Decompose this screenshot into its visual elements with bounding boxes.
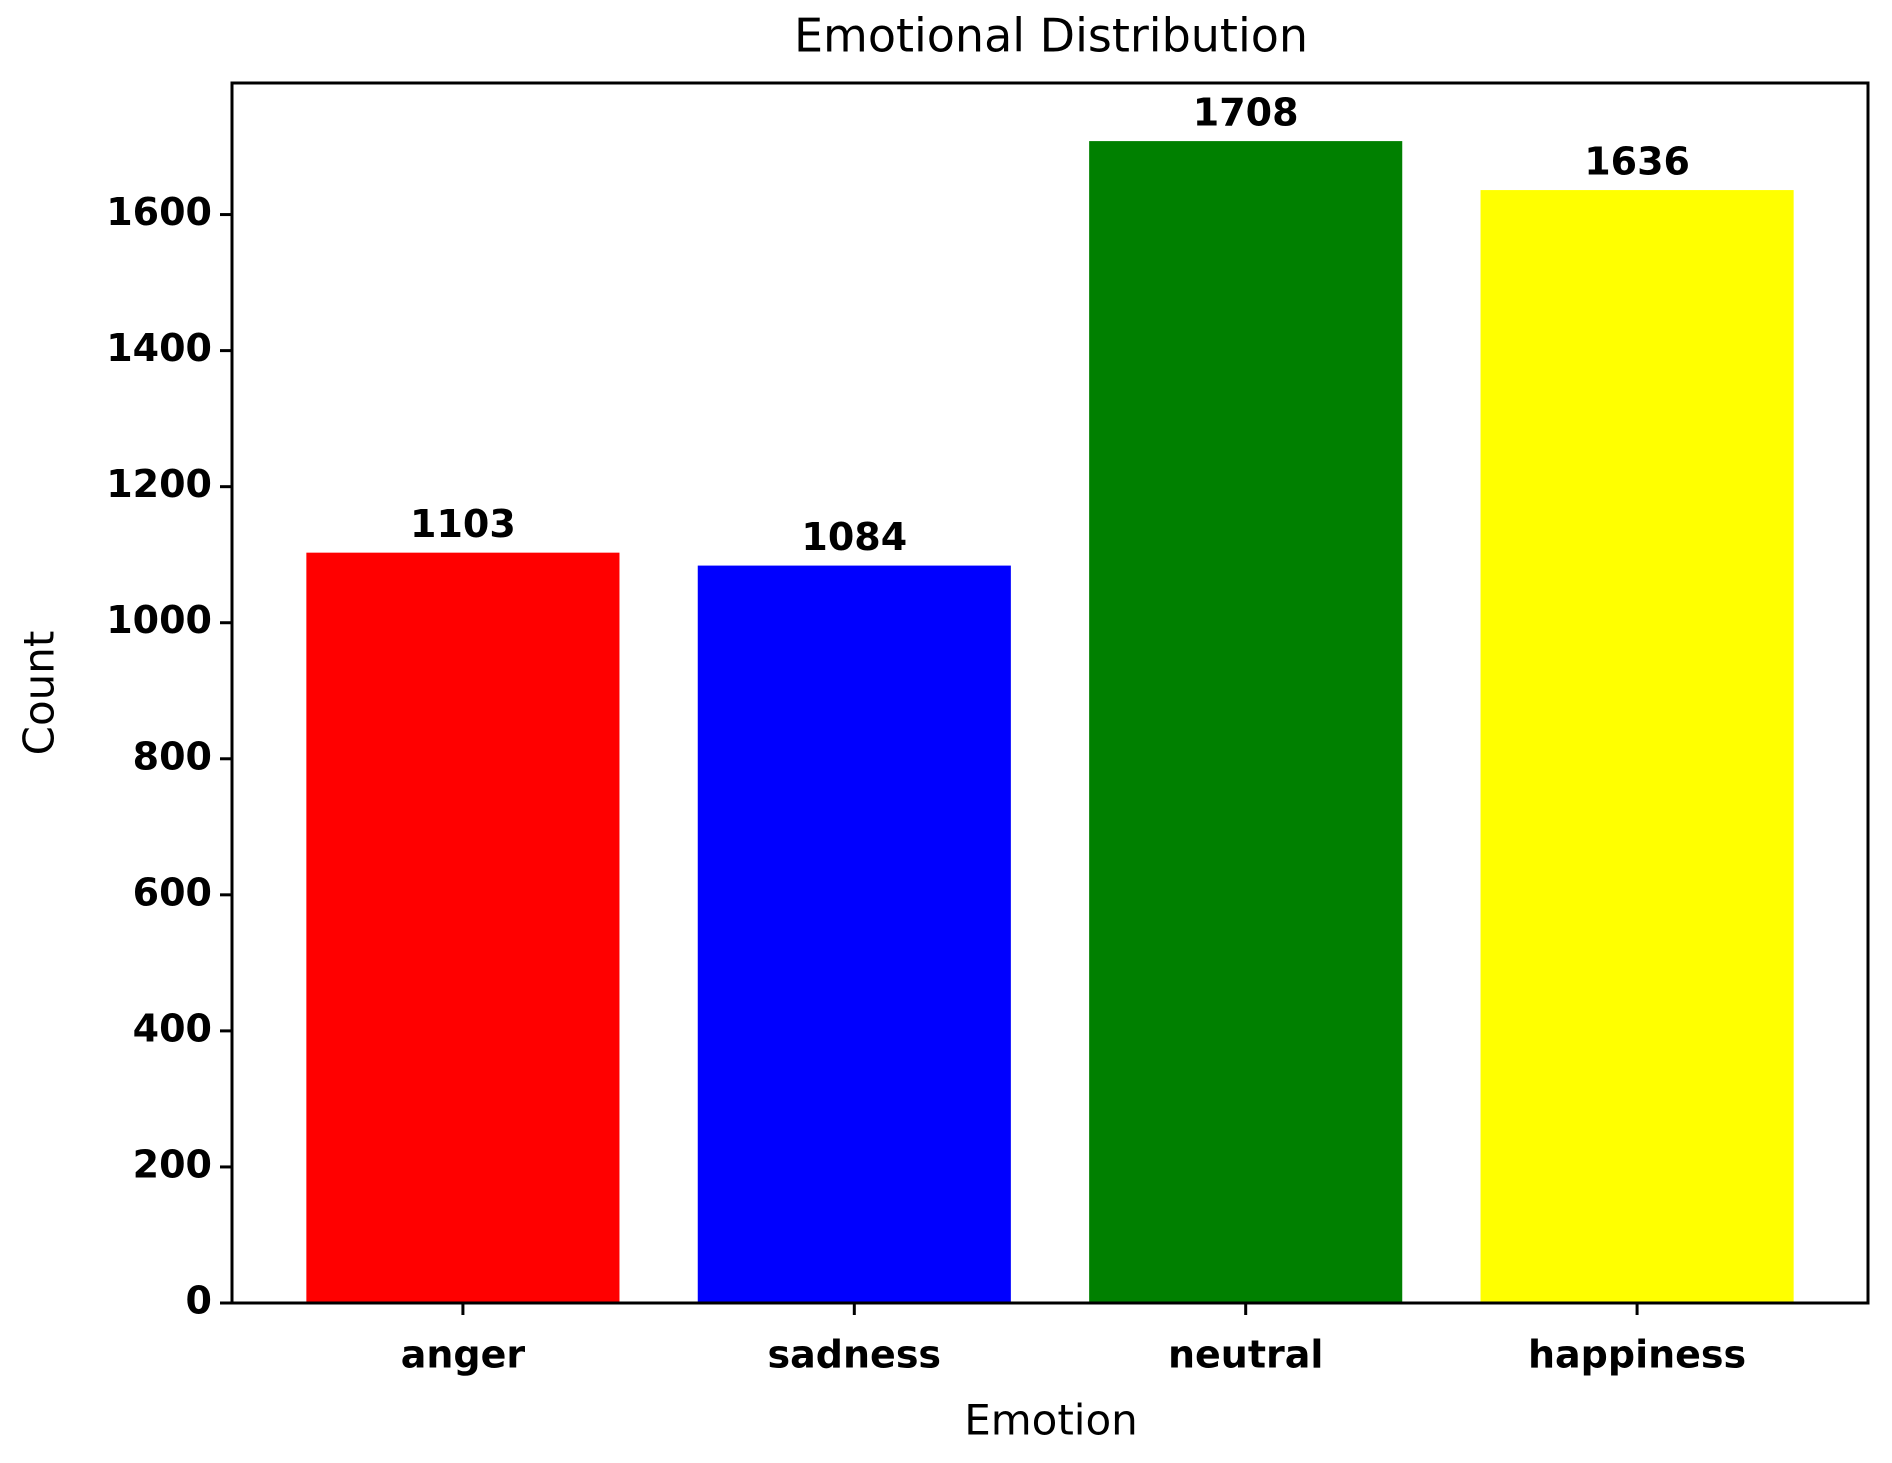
y-tick-label: 1600 — [106, 190, 212, 234]
y-tick-label: 400 — [133, 1006, 212, 1050]
bar — [1480, 190, 1794, 1303]
y-tick-label: 1200 — [106, 462, 212, 506]
y-tick-label: 1400 — [106, 326, 212, 370]
x-axis-label: Emotion — [964, 1396, 1138, 1445]
value-label: 1636 — [1584, 140, 1690, 184]
x-tick-label: anger — [401, 1333, 526, 1377]
y-tick-label: 0 — [186, 1279, 212, 1323]
value-label: 1708 — [1193, 91, 1299, 135]
axes-frame — [230, 81, 1870, 1305]
bar — [1089, 141, 1403, 1304]
chart-title: Emotional Distribution — [794, 9, 1308, 63]
bar — [697, 565, 1011, 1303]
y-axis-label: Count — [15, 631, 64, 756]
y-tick-label: 600 — [133, 870, 212, 914]
bar — [306, 552, 620, 1303]
y-tick-label: 1000 — [106, 598, 212, 642]
y-tick-label: 200 — [133, 1142, 212, 1186]
y-tick-label: 800 — [133, 734, 212, 778]
value-label: 1103 — [410, 502, 516, 546]
value-label: 1084 — [801, 515, 907, 559]
x-tick-label: neutral — [1168, 1333, 1323, 1377]
x-tick-label: sadness — [768, 1333, 942, 1377]
x-tick-label: happiness — [1528, 1333, 1746, 1377]
